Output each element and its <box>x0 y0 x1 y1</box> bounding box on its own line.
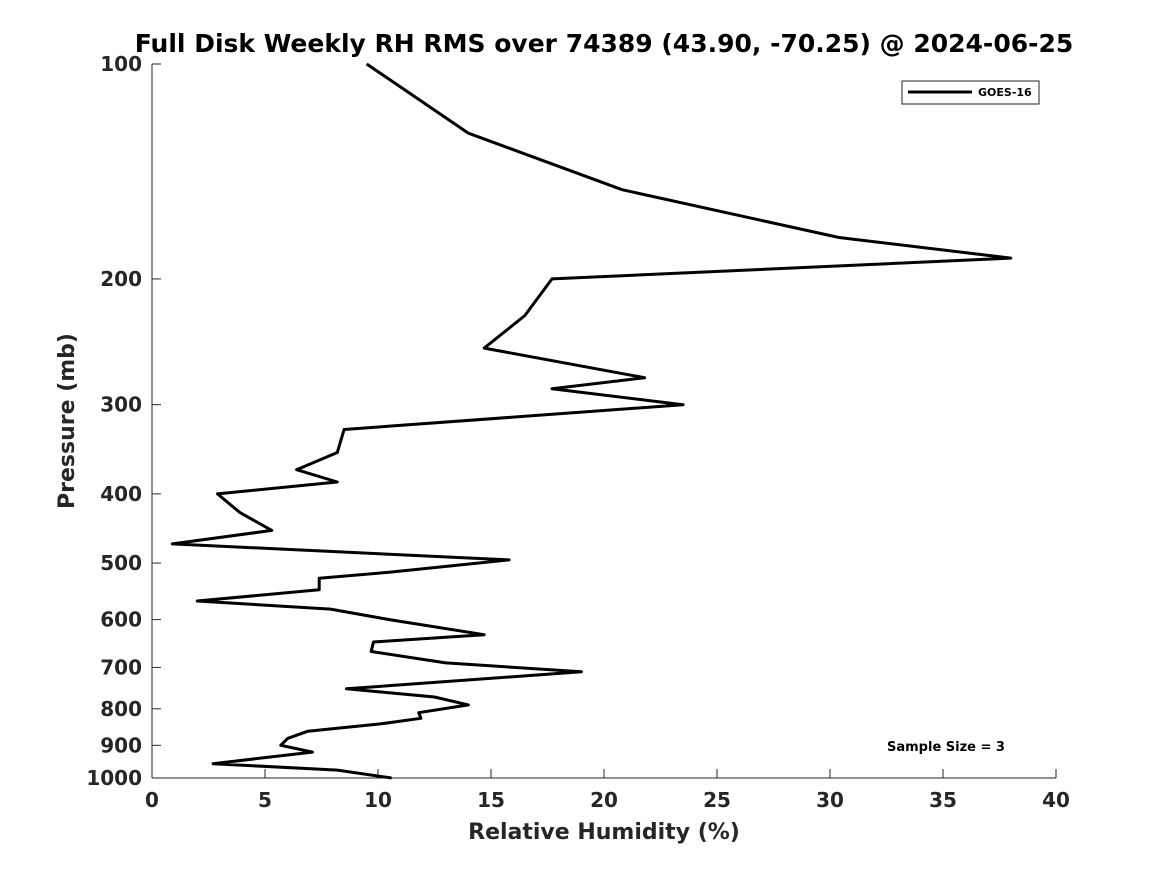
series-line-goes-16 <box>170 62 1013 780</box>
y-tick-label: 800 <box>100 697 142 721</box>
x-tick-label: 15 <box>477 788 505 812</box>
legend-label: GOES-16 <box>978 86 1032 99</box>
y-tick-label: 100 <box>100 52 142 76</box>
chart-title: Full Disk Weekly RH RMS over 74389 (43.9… <box>135 29 1074 58</box>
x-tick-label: 30 <box>816 788 844 812</box>
y-ticks: 100 200 300 400 500 600 700 800 900 1000 <box>86 52 161 790</box>
y-tick-label: 600 <box>100 608 142 632</box>
sample-size-annotation: Sample Size = 3 <box>887 740 1005 755</box>
y-tick-label: 900 <box>100 733 142 757</box>
x-tick-label: 35 <box>929 788 957 812</box>
x-tick-label: 20 <box>590 788 618 812</box>
y-tick-label: 200 <box>100 267 142 291</box>
x-tick-label: 25 <box>703 788 731 812</box>
y-tick-label: 1000 <box>86 766 142 790</box>
y-tick-label: 400 <box>100 482 142 506</box>
y-tick-label: 700 <box>100 655 142 679</box>
y-tick-label: 300 <box>100 393 142 417</box>
legend: GOES-16 <box>901 80 1040 105</box>
series-layer <box>170 62 1013 780</box>
x-axis-label: Relative Humidity (%) <box>468 820 740 845</box>
y-tick-label: 500 <box>100 551 142 575</box>
x-tick-label: 10 <box>364 788 392 812</box>
x-tick-label: 5 <box>258 788 272 812</box>
x-ticks: 0 5 10 15 20 25 30 35 40 <box>145 769 1070 812</box>
x-tick-label: 40 <box>1042 788 1070 812</box>
y-axis-label: Pressure (mb) <box>55 333 80 509</box>
x-tick-label: 0 <box>145 788 159 812</box>
